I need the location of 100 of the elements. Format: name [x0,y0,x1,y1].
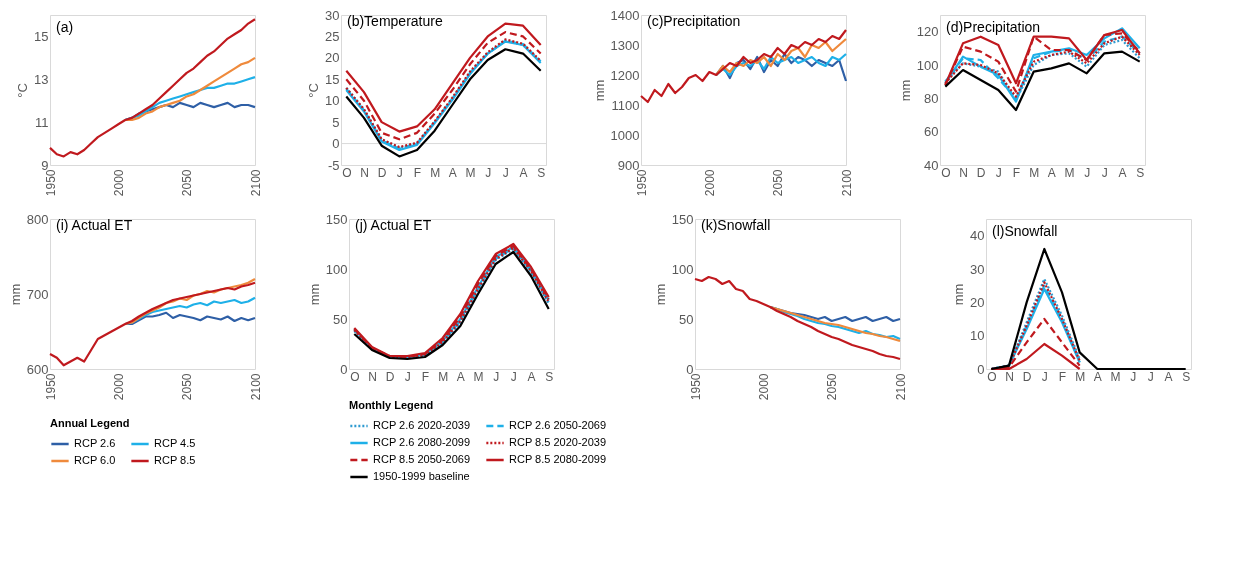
y-tick-label: 20 [325,50,340,66]
x-tick-label: S [545,369,554,384]
x-tick-label: M [1064,165,1075,180]
x-tick-label: O [987,369,997,384]
y-axis-title: mm [591,79,607,102]
chart-title: (c)Precipitation [647,13,741,29]
legend-label: RCP 2.6 2050-2069 [509,419,607,431]
x-tick-label: O [342,165,352,180]
legend-label: RCP 6.0 [74,454,116,466]
y-tick-label: 60 [924,124,939,140]
x-tick-label: J [1041,369,1048,384]
x-tick-label: S [537,165,546,180]
x-tick-label: 2100 [839,169,854,197]
y-tick-label: 10 [970,328,985,344]
y-tick-label: 1000 [610,127,640,143]
y-tick-label: 50 [333,311,348,327]
x-tick-label: M [430,165,441,180]
x-tick-label: 2050 [771,169,786,197]
x-tick-label: S [1182,369,1191,384]
x-tick-label: J [1130,369,1137,384]
y-tick-label: 1100 [611,97,640,113]
x-tick-label: F [421,369,430,384]
x-tick-label: D [385,369,395,384]
y-tick-label: 800 [26,211,49,227]
y-tick-label: 40 [970,228,985,244]
x-tick-label: O [941,165,951,180]
legend-title: Monthly Legend [349,399,434,411]
x-tick-label: N [360,165,369,180]
x-tick-label: A [1164,369,1173,384]
x-tick-label: O [350,369,360,384]
chart-title: (d)Precipitation [946,19,1041,35]
y-tick-label: 120 [916,24,939,40]
x-tick-label: 1950 [634,169,649,197]
y-axis-title: mm [306,283,322,306]
chart-title: (i) Actual ET [56,217,133,233]
x-tick-label: N [1005,369,1014,384]
x-tick-label: 2100 [248,373,263,401]
y-tick-label: 50 [679,311,694,327]
y-tick-label: 150 [325,211,348,227]
legend-label: RCP 4.5 [154,437,196,449]
x-tick-label: A [1093,369,1102,384]
x-tick-label: D [976,165,986,180]
x-tick-label: 2100 [893,373,908,401]
x-tick-label: 2050 [825,373,840,401]
x-tick-label: J [502,165,509,180]
x-tick-label: D [1022,369,1032,384]
x-tick-label: F [1012,165,1021,180]
x-tick-label: S [1136,165,1145,180]
y-tick-label: 40 [924,157,939,173]
y-tick-label: 700 [26,286,49,302]
x-tick-label: J [1084,165,1091,180]
y-axis-title: °C [306,83,322,98]
x-tick-label: N [368,369,377,384]
y-tick-label: -5 [327,157,340,173]
x-tick-label: 1950 [43,169,58,197]
x-tick-label: 2000 [111,373,126,401]
y-tick-label: 1400 [610,7,640,23]
legend-label: RCP 8.5 2050-2069 [373,453,471,465]
legend-label: RCP 2.6 [74,437,116,449]
x-tick-label: 2050 [180,373,195,401]
x-tick-label: J [1147,369,1154,384]
x-tick-label: J [404,369,411,384]
y-tick-label: 5 [332,114,340,130]
y-tick-label: 13 [34,71,49,87]
legend-title: Annual Legend [50,417,130,429]
y-tick-label: 100 [671,261,694,277]
x-tick-label: 2100 [248,169,263,197]
x-tick-label: 2000 [702,169,717,197]
y-tick-label: 1200 [610,67,640,83]
x-tick-label: A [456,369,465,384]
y-tick-label: 0 [340,361,348,377]
y-axis-title: mm [652,283,668,306]
x-tick-label: M [1110,369,1121,384]
x-tick-label: D [377,165,387,180]
x-tick-label: M [1075,369,1086,384]
y-axis-title: °C [15,83,31,98]
y-axis-title: mm [7,283,23,306]
x-tick-label: A [527,369,536,384]
y-tick-label: 100 [916,57,939,73]
x-tick-label: 2000 [756,373,771,401]
legend-label: RCP 8.5 [154,454,196,466]
x-tick-label: 2000 [111,169,126,197]
x-tick-label: N [959,165,968,180]
y-tick-label: 11 [35,114,49,130]
y-tick-label: 30 [970,261,985,277]
x-tick-label: J [485,165,492,180]
x-tick-label: 2050 [180,169,195,197]
y-tick-label: 1300 [610,37,640,53]
x-tick-label: F [1058,369,1067,384]
y-tick-label: 25 [325,28,340,44]
chart-title: (b)Temperature [347,13,443,29]
chart-title: (j) Actual ET [355,217,432,233]
y-axis-title: mm [951,283,967,306]
y-tick-label: 100 [325,261,348,277]
x-tick-label: J [493,369,500,384]
legend-label: RCP 8.5 2020-2039 [509,436,607,448]
legend-label: RCP 2.6 2080-2099 [373,436,471,448]
legend-label: RCP 8.5 2080-2099 [509,453,607,465]
x-tick-label: M [438,369,449,384]
x-tick-label: J [1101,165,1108,180]
